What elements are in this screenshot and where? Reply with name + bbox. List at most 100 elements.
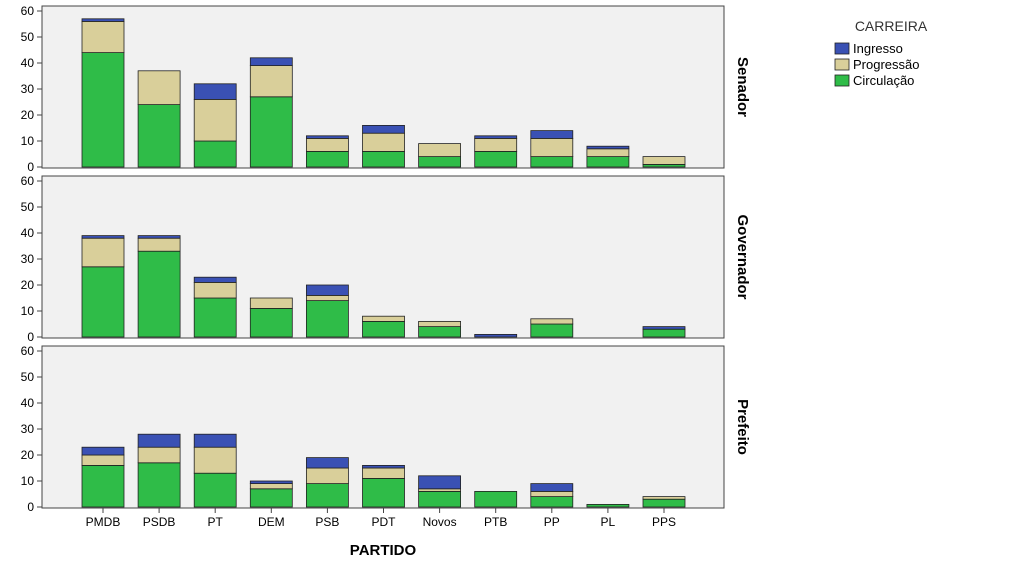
bar-segment [81,464,125,508]
bar-segment [474,490,518,508]
bar-segment [193,297,237,338]
legend-swatch [834,42,850,55]
bar-segment [362,464,405,469]
bar-segment [586,503,630,508]
bar-segment [586,145,630,150]
bar-segment [586,148,630,158]
bar-segment [305,294,349,301]
y-tick-label: 0 [27,160,34,174]
bar-segment [81,237,125,268]
bar-segment [305,467,349,485]
legend-swatch [834,58,850,71]
y-tick-label: 20 [21,448,35,462]
bar-segment [642,156,686,165]
x-tick-label: PMDB [86,515,121,529]
bar-segment [193,281,237,299]
y-tick-label: 20 [21,108,35,122]
bar-segment [530,156,574,168]
bar-segment [193,140,237,168]
bar-segment [474,137,518,152]
bar-segment [586,156,630,168]
legend-swatch [834,74,850,87]
bar-segment [137,250,181,338]
legend-label: Circulação [853,73,914,88]
x-tick-label: PT [208,515,224,529]
x-axis-ticks: PMDB PSDB PT DEM PSB PDT Novos PTB PP PL PPS [86,508,676,529]
bar-segment [642,498,686,508]
bar-segment [305,457,349,469]
x-tick-label: PL [601,515,616,529]
y-tick-label: 50 [21,200,35,214]
bar-segment [474,150,518,168]
y-tick-label: 10 [21,474,35,488]
y-tick-label: 40 [21,226,35,240]
panel-prefeito: 0 10 20 30 40 50 60 Prefeito [21,344,751,514]
bar-segment [249,307,293,338]
bar-segment [137,433,181,448]
x-tick-label: PSB [315,515,339,529]
bar-segment [137,446,181,464]
bar-segment [249,57,293,66]
bar-segment [305,284,349,296]
bar-segment [305,483,349,508]
bar-segment [362,477,405,508]
bar-segment [137,237,181,252]
bar-segment [530,483,574,492]
bar-segment [81,52,125,168]
y-tick-label: 50 [21,30,35,44]
bar-segment [81,235,125,239]
panel-label: Governador [734,214,751,299]
x-axis-title: PARTIDO [350,542,417,559]
bar-segment [305,300,349,338]
y-tick-label: 10 [21,304,35,318]
bar-segment [249,483,293,490]
bar-segment [193,83,237,100]
panel-label: Prefeito [734,399,751,455]
bar-segment [362,320,405,338]
x-tick-label: PSDB [143,515,176,529]
y-tick-label: 30 [21,252,35,266]
bar-segment [362,150,405,168]
bar-segment [249,96,293,168]
bar-segment [305,150,349,168]
y-tick-label: 0 [27,330,34,344]
bar-segment [249,488,293,508]
x-tick-label: PDT [372,515,397,529]
bar-segment [362,125,405,134]
legend-label: Ingresso [853,41,903,56]
bar-segment [530,137,574,157]
bar-segment [193,433,237,448]
panel-label: Senador [734,57,751,117]
x-tick-label: DEM [258,515,285,529]
panel-governador: 0 10 20 30 40 50 60 Governador [21,174,751,344]
bar-segment [193,276,237,283]
x-tick-label: PPS [652,515,676,529]
bar-segment [81,18,125,22]
y-tick-label: 0 [27,500,34,514]
bar-segment [362,467,405,479]
bar-segment [418,326,462,338]
y-tick-label: 10 [21,134,35,148]
bar-segment [418,475,462,490]
bar-segment [305,137,349,152]
bar-segment [362,315,405,322]
y-tick-label: 40 [21,56,35,70]
bar-segment [474,333,518,338]
bar-segment [305,135,349,139]
bar-segment [81,20,125,54]
bar-segment [81,446,125,456]
x-tick-label: Novos [423,515,457,529]
bar-segment [193,472,237,508]
bar-segment [530,318,574,325]
y-tick-label: 20 [21,278,35,292]
bar-segment [193,99,237,142]
bar-segment [362,132,405,152]
bar-segment [530,496,574,508]
bar-segment [193,446,237,474]
bar-segment [474,135,518,139]
bar-segment [642,326,686,330]
panel-senador: 0 10 20 30 40 50 60 Senador [21,4,751,174]
x-tick-label: PP [544,515,560,529]
chart-panels: 0 10 20 30 40 50 60 Senador 0 10 20 30 40 50 60 Governa… [21,4,751,514]
